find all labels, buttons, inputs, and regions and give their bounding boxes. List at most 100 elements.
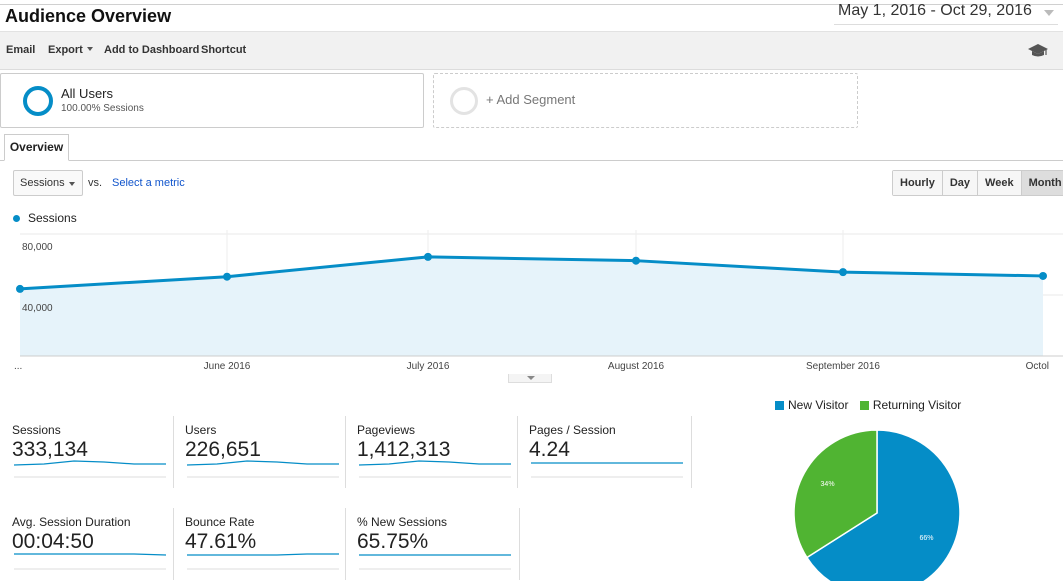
select-metric-link[interactable]: Select a metric [112, 177, 185, 189]
pie-legend-label: Returning Visitor [872, 398, 962, 412]
granularity-week[interactable]: Week [978, 171, 1022, 195]
tab-overview[interactable]: Overview [4, 134, 69, 161]
chart-point[interactable] [16, 284, 24, 293]
chevron-down-icon [69, 182, 75, 186]
segment-ring-icon [23, 86, 53, 116]
scorecard-users[interactable]: Users 226,651 [173, 416, 345, 488]
chart-x-tick-label: ... [14, 361, 22, 372]
segment-all-users[interactable]: All Users 100.00% Sessions [0, 73, 424, 128]
export-label: Export [48, 44, 83, 56]
chart-x-tick-label: July 2016 [407, 361, 450, 372]
visitor-type-pie-chart[interactable]: 66% 34% [790, 425, 965, 581]
scorecard-avg-session-duration[interactable]: Avg. Session Duration 00:04:50 [0, 508, 172, 580]
scorecard-divider [517, 416, 518, 488]
pie-slice-label: 66% [919, 535, 933, 542]
date-range-text: May 1, 2016 - Oct 29, 2016 [838, 2, 1032, 19]
scorecard-sparkline [359, 554, 511, 570]
scorecard-divider [173, 416, 174, 488]
add-segment-button[interactable]: + Add Segment [433, 73, 858, 128]
scorecard-sparkline [359, 460, 511, 478]
chevron-down-icon [86, 47, 93, 51]
scorecard-value: 65.75% [357, 530, 429, 553]
chart-point[interactable] [839, 268, 847, 277]
scorecard-value: 4.24 [529, 438, 570, 461]
sessions-line-chart[interactable]: 80,000 40,000... June 2016 July 2016 August … [0, 230, 1063, 376]
metric-select-value: Sessions [20, 177, 65, 189]
scorecard-sparkline [14, 460, 166, 478]
shortcut-button[interactable]: Shortcut [201, 44, 247, 56]
segment-name: All Users [61, 86, 114, 101]
tab-divider [0, 160, 1063, 161]
legend-dot [13, 215, 20, 222]
pie-legend: New Visitor Returning Visitor [775, 398, 969, 412]
chart-x-tick-label: June 2016 [204, 361, 251, 372]
legend-swatch [775, 401, 784, 410]
granularity-month[interactable]: Month [1021, 171, 1063, 195]
chart-point[interactable] [424, 252, 432, 261]
scorecard-value: 00:04:50 [12, 530, 94, 553]
chart-point[interactable] [1039, 271, 1047, 280]
scorecard-divider [345, 416, 346, 488]
scorecard-sparkline [14, 553, 166, 570]
scorecard-label: % New Sessions [357, 515, 448, 529]
chart-y-tick-label: 40,000 [22, 303, 53, 314]
granularity-hourly[interactable]: Hourly [893, 171, 943, 195]
pie-slice-label: 34% [821, 481, 835, 488]
metric-select[interactable]: Sessions [13, 170, 83, 196]
chart-collapse-toggle[interactable] [508, 374, 552, 383]
scorecard-value: 333,134 [12, 438, 88, 461]
scorecard-sparkline [187, 460, 339, 478]
chart-point[interactable] [632, 256, 640, 265]
granularity-toggle: Hourly Day Week Month [892, 170, 1063, 196]
chart-y-tick-label: 80,000 [22, 242, 53, 253]
legend-label: Sessions [28, 211, 77, 225]
chart-point[interactable] [223, 272, 231, 281]
scorecard-divider [173, 508, 174, 580]
scorecard-divider [691, 416, 692, 488]
scorecard-label: Pageviews [357, 423, 416, 437]
granularity-day[interactable]: Day [942, 171, 979, 195]
pie-legend-label: New Visitor [788, 398, 849, 412]
scorecard-value: 1,412,313 [357, 438, 451, 461]
chart-series-line [19, 255, 1044, 291]
export-button[interactable]: Export [48, 44, 93, 56]
email-button[interactable]: Email [6, 44, 36, 56]
scorecard-bounce-rate[interactable]: Bounce Rate 47.61% [173, 508, 345, 580]
toolbar: Email Export Add to Dashboard Shortcut [0, 31, 1063, 70]
pie-legend-returning-visitor[interactable]: Returning Visitor [859, 398, 962, 412]
scorecard-sessions[interactable]: Sessions 333,134 [0, 416, 172, 488]
scorecard-label: Bounce Rate [185, 515, 255, 529]
scorecard-pageviews[interactable]: Pageviews 1,412,313 [345, 416, 517, 488]
segment-placeholder-ring-icon [450, 87, 478, 115]
chart-x-tick-label: September 2016 [806, 361, 880, 372]
add-segment-label: + Add Segment [486, 92, 576, 107]
legend-swatch [859, 401, 869, 410]
scorecard-label: Users [185, 423, 217, 437]
chart-x-tick-label: August 2016 [608, 361, 665, 372]
scorecard-sparkline [531, 462, 683, 478]
scorecard-divider [345, 508, 346, 580]
pie-slice[interactable] [793, 429, 878, 559]
vs-label: vs. [88, 177, 103, 189]
scorecard-value: 47.61% [185, 530, 257, 553]
page-title: Audience Overview [5, 6, 172, 26]
scorecard-label: Avg. Session Duration [12, 515, 131, 529]
scorecard-label: Pages / Session [529, 423, 616, 437]
chevron-down-icon [527, 376, 535, 380]
scorecard-label: Sessions [12, 423, 61, 437]
pie-legend-new-visitor[interactable]: New Visitor [775, 398, 848, 412]
scorecard-sparkline [187, 553, 339, 570]
scorecard-pages-per-session[interactable]: Pages / Session 4.24 [517, 416, 692, 488]
top-border [0, 4, 1063, 5]
scorecard-divider [519, 508, 520, 580]
date-range-picker[interactable]: May 1, 2016 - Oct 29, 2016 [834, 2, 1058, 25]
chevron-down-icon [1044, 10, 1054, 16]
chart-x-tick-label: Octol [1026, 361, 1049, 372]
chart-area [20, 256, 1043, 356]
scorecard-value: 226,651 [185, 438, 261, 461]
add-to-dashboard-button[interactable]: Add to Dashboard [104, 44, 200, 56]
segment-subtitle: 100.00% Sessions [61, 103, 144, 114]
pie-slice[interactable] [805, 429, 961, 581]
graduation-cap-icon[interactable] [1027, 42, 1049, 58]
scorecard-new-sessions[interactable]: % New Sessions 65.75% [345, 508, 520, 580]
